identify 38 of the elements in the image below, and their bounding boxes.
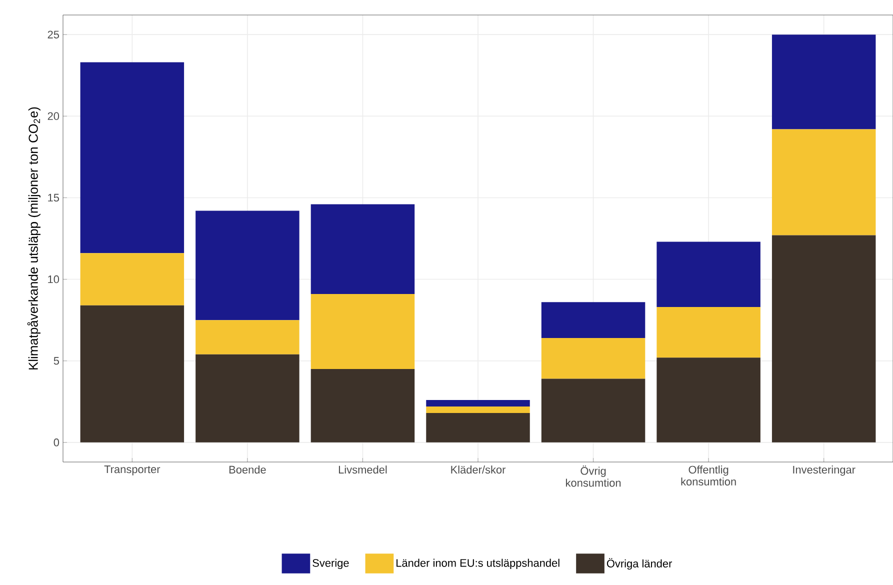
bar [80, 305, 184, 442]
y-tick-label: 25 [48, 30, 60, 38]
bar [541, 378, 646, 442]
x-tick-label: Kläder/skor [451, 466, 506, 474]
bar [772, 235, 876, 442]
y-axis-title: Klimatpåverkande utsläpp (miljoner ton CO$_{2}$e) [27, 107, 40, 370]
bar [80, 253, 184, 306]
bar [541, 338, 646, 379]
legend-label: Sverige [312, 558, 349, 569]
bar [310, 294, 415, 370]
bar [772, 34, 876, 130]
bar [310, 204, 415, 294]
x-tick-label: Investeringar [793, 466, 856, 476]
bar [656, 307, 760, 358]
y-tick-label: 0 [54, 438, 60, 446]
bar [772, 129, 876, 236]
bar [656, 358, 760, 442]
bar [426, 413, 530, 442]
bar [426, 400, 530, 407]
bar [196, 320, 300, 354]
x-tick-label: Transporter [104, 466, 160, 476]
bar [196, 354, 300, 442]
legend-label: Länder inom EU:s utsläppshandel [396, 558, 560, 569]
y-tick-label: 20 [48, 112, 60, 120]
x-tick-label: Övrig konsumtion [566, 466, 621, 487]
bar [80, 62, 184, 254]
x-tick-label: Livsmedel [338, 466, 387, 474]
y-tick-label: 10 [48, 275, 60, 284]
bar [656, 242, 760, 308]
y-tick-label: 5 [54, 357, 60, 365]
legend-label: Övriga länder [606, 558, 672, 570]
x-tick-label: Boende [229, 466, 266, 474]
bar [310, 369, 415, 442]
y-tick-label: 15 [48, 194, 60, 202]
bar [426, 406, 530, 414]
bar [541, 302, 646, 338]
bar [196, 210, 300, 320]
x-tick-label: Offentlig konsumtion [681, 466, 736, 486]
